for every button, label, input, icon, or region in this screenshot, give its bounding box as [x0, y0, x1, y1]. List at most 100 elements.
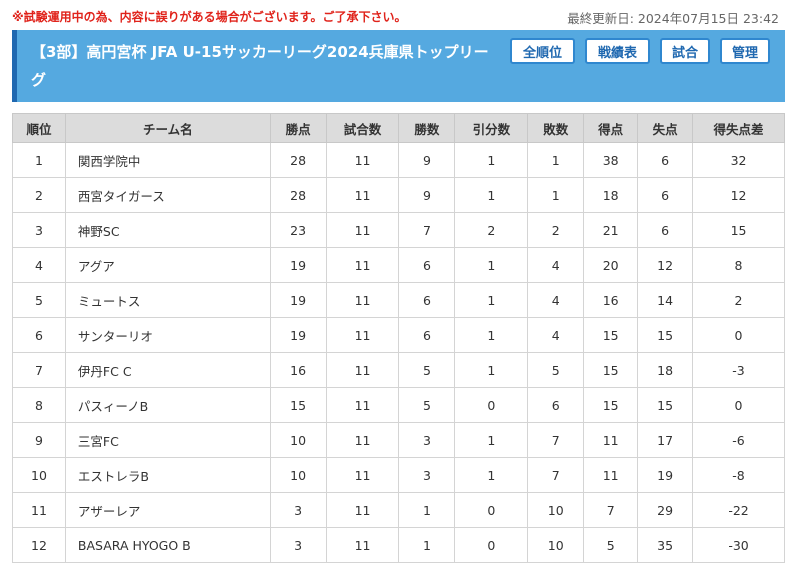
- goals-against-cell: 19: [637, 457, 694, 493]
- points-cell: 15: [269, 387, 327, 423]
- header-losses: 敗数: [527, 113, 585, 143]
- team-name-cell[interactable]: エストレラB: [64, 457, 271, 493]
- goals-for-cell: 21: [583, 212, 639, 248]
- losses-cell: 4: [527, 247, 585, 283]
- points-cell: 19: [269, 282, 327, 318]
- goals-for-cell: 15: [583, 352, 639, 388]
- points-cell: 3: [269, 492, 327, 528]
- points-cell: 28: [269, 142, 327, 178]
- goals-against-cell: 17: [637, 422, 694, 458]
- played-cell: 11: [325, 457, 400, 493]
- draws-cell: 1: [454, 177, 529, 213]
- team-name-cell[interactable]: アグア: [64, 247, 271, 283]
- rank-cell: 6: [12, 317, 66, 353]
- draws-cell: 1: [454, 317, 529, 353]
- table-row: 7 伊丹FC C 16 11 5 1 5 15 18 -3: [12, 352, 785, 388]
- team-name-cell[interactable]: 神野SC: [64, 212, 271, 248]
- losses-cell: 4: [527, 317, 585, 353]
- goal-diff-cell: 0: [692, 317, 785, 353]
- table-row: 12 BASARA HYOGO B 3 11 1 0 10 5 35 -30: [12, 527, 785, 563]
- header-draws: 引分数: [454, 113, 529, 143]
- rank-cell: 8: [12, 387, 66, 423]
- goal-diff-cell: -6: [692, 422, 785, 458]
- team-name-cell[interactable]: 伊丹FC C: [64, 352, 271, 388]
- losses-cell: 5: [527, 352, 585, 388]
- played-cell: 11: [325, 492, 400, 528]
- losses-cell: 1: [527, 177, 585, 213]
- draws-cell: 0: [454, 387, 529, 423]
- goals-for-cell: 16: [583, 282, 639, 318]
- goals-against-cell: 35: [637, 527, 694, 563]
- team-name-cell[interactable]: 関西学院中: [64, 142, 271, 178]
- goal-diff-cell: -8: [692, 457, 785, 493]
- played-cell: 11: [325, 317, 400, 353]
- team-name-cell[interactable]: パスィーノB: [64, 387, 271, 423]
- draws-cell: 1: [454, 422, 529, 458]
- rank-cell: 11: [12, 492, 66, 528]
- played-cell: 11: [325, 212, 400, 248]
- points-cell: 23: [269, 212, 327, 248]
- draws-cell: 1: [454, 142, 529, 178]
- standings-button[interactable]: 全順位: [510, 38, 575, 64]
- admin-button[interactable]: 管理: [720, 38, 770, 64]
- goal-diff-cell: 0: [692, 387, 785, 423]
- wins-cell: 6: [398, 317, 456, 353]
- table-row: 3 神野SC 23 11 7 2 2 21 6 15: [12, 212, 785, 248]
- goals-for-cell: 11: [583, 457, 639, 493]
- rank-cell: 4: [12, 247, 66, 283]
- points-cell: 19: [269, 317, 327, 353]
- wins-cell: 9: [398, 177, 456, 213]
- played-cell: 11: [325, 352, 400, 388]
- wins-cell: 5: [398, 352, 456, 388]
- results-table-button[interactable]: 戦績表: [585, 38, 650, 64]
- last-updated: 最終更新日: 2024年07月15日 23:42: [567, 11, 779, 26]
- points-cell: 19: [269, 247, 327, 283]
- losses-cell: 7: [527, 457, 585, 493]
- goals-for-cell: 15: [583, 387, 639, 423]
- goal-diff-cell: 2: [692, 282, 785, 318]
- table-header-row: 順位 チーム名 勝点 試合数 勝数 引分数 敗数 得点 失点 得失点差: [12, 113, 785, 143]
- rank-cell: 5: [12, 282, 66, 318]
- losses-cell: 10: [527, 492, 585, 528]
- goals-against-cell: 6: [637, 142, 694, 178]
- goals-for-cell: 15: [583, 317, 639, 353]
- team-name-cell[interactable]: ミュートス: [64, 282, 271, 318]
- header-goals-against: 失点: [637, 113, 694, 143]
- points-cell: 28: [269, 177, 327, 213]
- goal-diff-cell: -3: [692, 352, 785, 388]
- goals-against-cell: 15: [637, 387, 694, 423]
- points-cell: 3: [269, 527, 327, 563]
- rank-cell: 9: [12, 422, 66, 458]
- points-cell: 10: [269, 457, 327, 493]
- rank-cell: 2: [12, 177, 66, 213]
- rank-cell: 1: [12, 142, 66, 178]
- goals-for-cell: 5: [583, 527, 639, 563]
- goals-against-cell: 15: [637, 317, 694, 353]
- header-points: 勝点: [269, 113, 327, 143]
- played-cell: 11: [325, 282, 400, 318]
- top-bar: ※試験運用中の為、内容に誤りがある場合がございます。ご了承下さい。 最終更新日:…: [0, 0, 793, 28]
- table-row: 6 サンターリオ 19 11 6 1 4 15 15 0: [12, 317, 785, 353]
- wins-cell: 9: [398, 142, 456, 178]
- league-header: 【3部】高円宮杯 JFA U-15サッカーリーグ2024兵庫県トップリーグ 全順…: [12, 30, 785, 102]
- goal-diff-cell: 15: [692, 212, 785, 248]
- points-cell: 16: [269, 352, 327, 388]
- team-name-cell[interactable]: BASARA HYOGO B: [64, 527, 271, 563]
- draws-cell: 0: [454, 492, 529, 528]
- team-name-cell[interactable]: アザーレア: [64, 492, 271, 528]
- header-team: チーム名: [64, 113, 271, 143]
- goals-for-cell: 18: [583, 177, 639, 213]
- matches-button[interactable]: 試合: [660, 38, 710, 64]
- rank-cell: 10: [12, 457, 66, 493]
- wins-cell: 1: [398, 527, 456, 563]
- team-name-cell[interactable]: 西宮タイガース: [64, 177, 271, 213]
- team-name-cell[interactable]: サンターリオ: [64, 317, 271, 353]
- losses-cell: 2: [527, 212, 585, 248]
- goals-against-cell: 14: [637, 282, 694, 318]
- table-row: 1 関西学院中 28 11 9 1 1 38 6 32: [12, 142, 785, 178]
- team-name-cell[interactable]: 三宮FC: [64, 422, 271, 458]
- wins-cell: 6: [398, 247, 456, 283]
- header-goals-for: 得点: [583, 113, 639, 143]
- wins-cell: 5: [398, 387, 456, 423]
- standings-table: 順位 チーム名 勝点 試合数 勝数 引分数 敗数 得点 失点 得失点差 1 関西学院中 28 11 9 1 1…: [12, 113, 785, 563]
